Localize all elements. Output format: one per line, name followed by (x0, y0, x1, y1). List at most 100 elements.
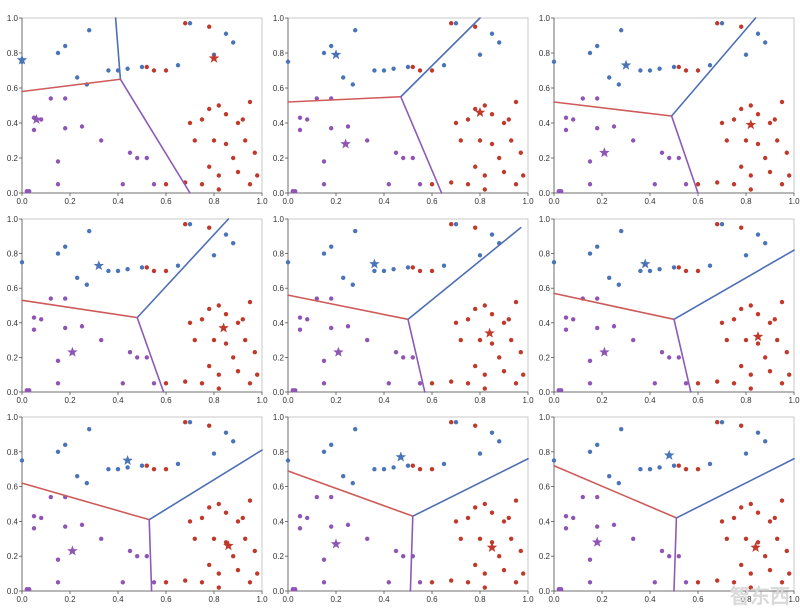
plot-frame (21, 17, 263, 194)
point-red (192, 536, 197, 541)
point-purple (563, 513, 569, 519)
point-red (183, 578, 188, 583)
x-tick-label: 0.8 (208, 595, 220, 604)
point-blue (763, 40, 768, 45)
point-red (739, 306, 744, 312)
point-red (787, 372, 792, 377)
point-purple (595, 494, 600, 500)
point-blue (19, 458, 25, 463)
centroid-blue (369, 258, 380, 269)
point-purple (62, 524, 68, 529)
x-tick-label: 1.0 (788, 197, 800, 206)
point-red (784, 150, 789, 155)
point-purple (297, 127, 303, 133)
point-red (429, 268, 435, 274)
y-tick-label: 0.8 (7, 250, 19, 259)
x-tick-label: 0.4 (378, 595, 390, 604)
point-red (748, 173, 753, 178)
point-blue (497, 439, 502, 444)
point-purple (571, 515, 576, 521)
boundary-purple (673, 517, 678, 592)
point-red (231, 355, 236, 360)
point-purple (329, 325, 334, 331)
point-red (429, 182, 435, 187)
point-red (787, 173, 792, 178)
point-purple (27, 587, 32, 592)
point-purple (62, 325, 68, 331)
point-red (255, 173, 260, 178)
point-red (779, 182, 785, 187)
point-red (458, 337, 463, 343)
point-red (199, 515, 205, 521)
point-red (243, 536, 248, 541)
point-red (216, 585, 221, 590)
point-purple (563, 327, 569, 332)
point-red (453, 120, 459, 126)
point-blue (477, 52, 483, 57)
point-blue (619, 28, 624, 33)
point-red (482, 187, 487, 192)
point-blue (175, 63, 181, 68)
point-red (509, 138, 514, 143)
point-red (151, 68, 157, 73)
boundary-blue (114, 17, 122, 81)
point-purple (611, 124, 617, 129)
y-tick-label: 0.4 (273, 517, 285, 526)
point-red (235, 320, 241, 325)
point-red (739, 24, 744, 29)
point-red (739, 106, 744, 112)
point-blue (372, 467, 377, 472)
point-red (429, 467, 435, 472)
point-purple (55, 557, 61, 562)
point-red (163, 580, 169, 585)
point-purple (401, 155, 406, 161)
x-tick-label: 0.4 (644, 595, 656, 604)
point-red (715, 379, 720, 384)
x-tick-label: 0.0 (16, 197, 28, 206)
boundary-red (21, 78, 122, 93)
point-blue (497, 40, 502, 45)
point-blue (187, 221, 193, 227)
point-purple (652, 580, 657, 585)
point-red (211, 536, 217, 541)
point-blue (647, 467, 653, 472)
point-red (223, 510, 229, 515)
point-red (199, 182, 205, 187)
point-purple (631, 337, 636, 343)
point-blue (139, 265, 145, 270)
boundary-purple (409, 515, 414, 592)
point-red (715, 221, 720, 227)
point-purple (31, 315, 37, 320)
x-tick-label: 0.4 (112, 197, 124, 206)
x-tick-label: 0.2 (64, 197, 76, 206)
point-red (482, 372, 487, 377)
point-red (772, 317, 777, 322)
point-blue (607, 275, 612, 281)
x-tick-label: 0.4 (112, 595, 124, 604)
point-blue (743, 451, 749, 456)
y-tick-label: 0.4 (539, 319, 551, 328)
point-red (453, 320, 459, 325)
y-tick-label: 0.0 (273, 189, 285, 198)
point-red (235, 567, 241, 573)
point-red (473, 164, 478, 169)
point-red (755, 341, 761, 346)
point-red (192, 138, 197, 143)
x-tick-label: 0.8 (208, 396, 220, 405)
point-red (465, 317, 471, 322)
point-red (501, 320, 507, 325)
point-red (501, 369, 507, 374)
point-purple (676, 155, 681, 161)
y-tick-label: 0.6 (539, 84, 551, 93)
point-purple (55, 159, 61, 164)
point-blue (719, 420, 725, 425)
point-blue (551, 260, 557, 265)
boundary-red (553, 292, 675, 321)
point-blue (638, 268, 643, 274)
point-red (775, 536, 780, 541)
point-blue (719, 221, 725, 227)
x-tick-label: 0.2 (596, 197, 608, 206)
x-tick-label: 0.8 (740, 396, 752, 405)
point-blue (755, 232, 761, 237)
x-tick-label: 0.4 (378, 197, 390, 206)
